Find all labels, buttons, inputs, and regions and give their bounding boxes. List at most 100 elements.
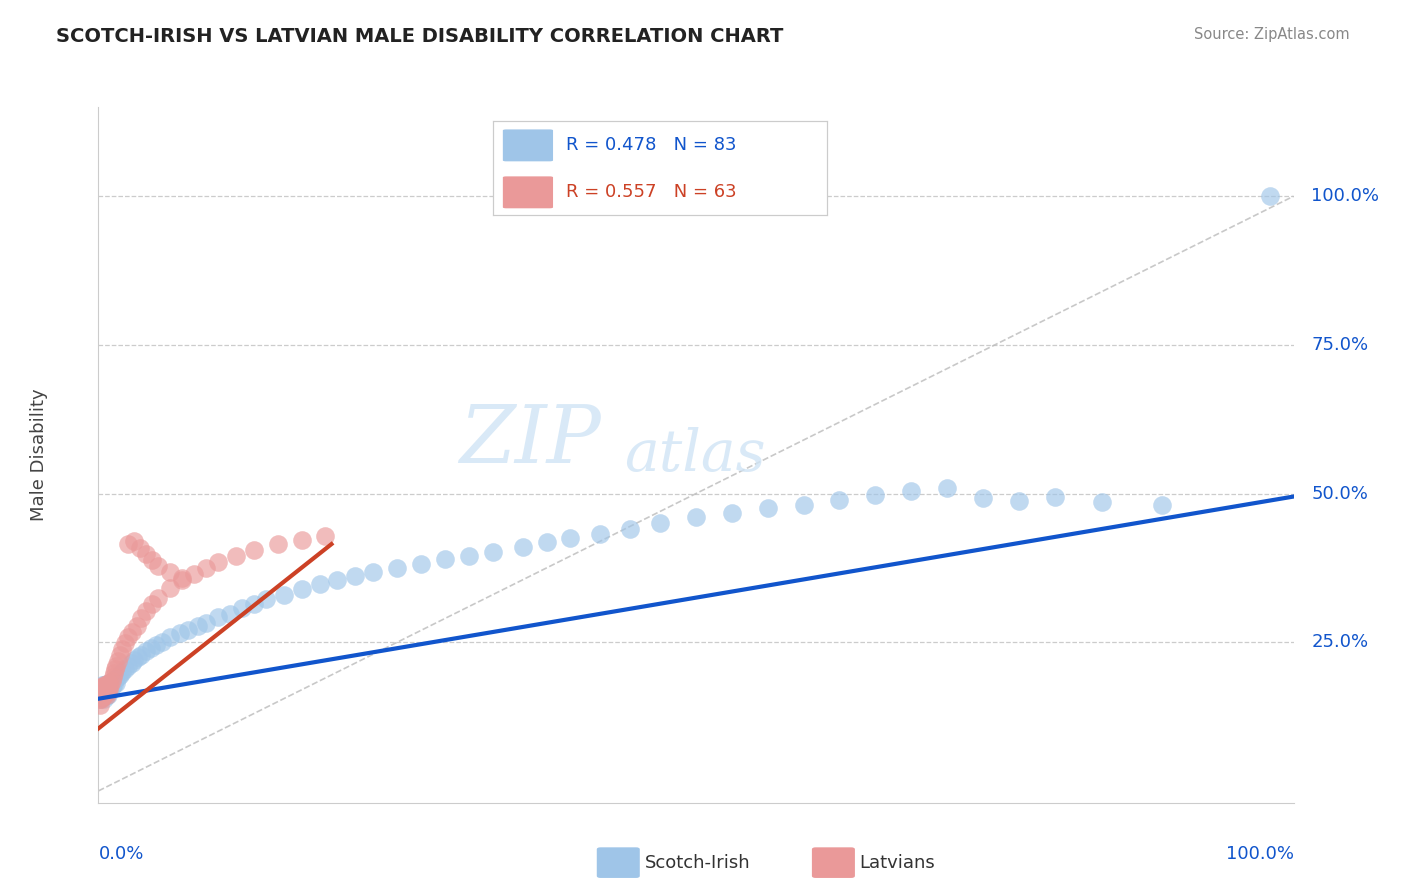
Text: Latvians: Latvians: [859, 854, 935, 871]
Text: SCOTCH-IRISH VS LATVIAN MALE DISABILITY CORRELATION CHART: SCOTCH-IRISH VS LATVIAN MALE DISABILITY …: [56, 27, 783, 45]
Point: [94, 680, 117, 694]
Point: [101, 673, 124, 688]
Point: [135, 644, 157, 658]
Point: [131, 648, 153, 663]
Text: 100.0%: 100.0%: [1226, 845, 1294, 863]
Point: [129, 541, 152, 556]
Point: [159, 565, 181, 579]
Point: [1007, 493, 1029, 508]
Point: [411, 557, 433, 571]
Point: [94, 689, 117, 703]
Point: [121, 624, 143, 639]
Point: [254, 592, 277, 607]
Point: [536, 535, 558, 549]
Point: [94, 686, 117, 700]
FancyBboxPatch shape: [811, 847, 855, 878]
Point: [231, 600, 253, 615]
Point: [219, 607, 242, 621]
Point: [91, 684, 114, 698]
Point: [93, 678, 115, 692]
Text: 0.0%: 0.0%: [98, 845, 143, 863]
Point: [90, 689, 112, 703]
Point: [97, 678, 120, 692]
Point: [114, 636, 136, 650]
Point: [96, 688, 118, 702]
Point: [972, 491, 994, 506]
Point: [104, 672, 127, 686]
Point: [290, 533, 312, 547]
Point: [105, 675, 128, 690]
Point: [107, 670, 129, 684]
Point: [139, 641, 162, 656]
Point: [619, 522, 641, 536]
Point: [89, 689, 111, 703]
Point: [91, 680, 114, 694]
Point: [117, 631, 139, 645]
Point: [93, 691, 115, 706]
Point: [98, 684, 121, 698]
Text: Scotch-Irish: Scotch-Irish: [644, 854, 751, 871]
Point: [363, 565, 385, 579]
Point: [90, 691, 112, 706]
Point: [103, 666, 125, 681]
Text: 75.0%: 75.0%: [1312, 336, 1368, 354]
Point: [108, 648, 131, 663]
Point: [131, 611, 153, 625]
Point: [148, 591, 170, 605]
Point: [93, 680, 115, 694]
Point: [243, 543, 266, 558]
Point: [124, 534, 146, 549]
Point: [94, 677, 117, 691]
Point: [177, 624, 200, 638]
Point: [863, 488, 886, 502]
Point: [89, 698, 111, 712]
Point: [98, 681, 121, 696]
Point: [828, 492, 851, 507]
Point: [589, 527, 612, 541]
Point: [90, 680, 112, 694]
Point: [1150, 499, 1173, 513]
Point: [315, 529, 337, 543]
Point: [103, 677, 125, 691]
Point: [90, 680, 112, 694]
Point: [141, 553, 163, 567]
Point: [159, 581, 181, 595]
Point: [108, 668, 131, 682]
Point: [225, 549, 247, 563]
Point: [267, 537, 290, 551]
Text: ZIP: ZIP: [458, 402, 600, 480]
Point: [194, 616, 217, 631]
Point: [100, 680, 122, 694]
Point: [96, 686, 118, 700]
Point: [96, 678, 118, 692]
Point: [243, 597, 266, 611]
Point: [93, 688, 115, 702]
Point: [326, 573, 349, 587]
Point: [96, 681, 118, 696]
Point: [290, 582, 312, 596]
Text: 100.0%: 100.0%: [1312, 187, 1379, 205]
Point: [560, 531, 582, 545]
Point: [93, 686, 115, 700]
Point: [105, 659, 128, 673]
Point: [90, 686, 112, 700]
Point: [93, 682, 115, 697]
Point: [935, 481, 957, 495]
Point: [685, 510, 707, 524]
Point: [481, 545, 505, 559]
FancyBboxPatch shape: [596, 847, 640, 878]
Point: [135, 547, 157, 561]
Point: [91, 690, 114, 704]
Point: [117, 537, 139, 551]
Point: [127, 650, 149, 665]
Point: [145, 638, 167, 652]
Point: [98, 675, 121, 690]
Point: [98, 677, 121, 691]
Point: [91, 681, 114, 696]
Point: [159, 631, 181, 645]
Point: [104, 662, 127, 676]
Point: [91, 688, 114, 702]
Point: [141, 597, 163, 611]
Point: [96, 677, 118, 691]
Point: [172, 573, 194, 587]
